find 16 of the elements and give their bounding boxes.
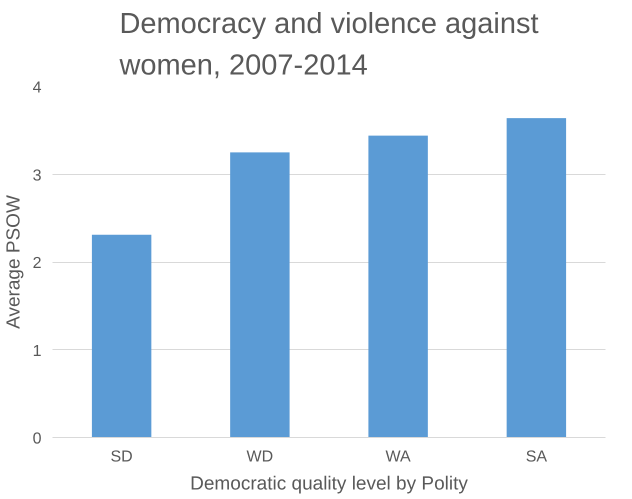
bar [230, 152, 290, 438]
bar [506, 118, 566, 438]
y-tick-label: 1 [32, 342, 42, 360]
y-axis-title: Average PSOW [4, 195, 25, 329]
y-tick-label: 2 [32, 255, 42, 272]
x-axis-title: Democratic quality level by Polity [190, 474, 468, 494]
x-tick-label: SA [526, 448, 548, 466]
y-tick-label: 0 [32, 430, 42, 448]
bar [92, 234, 152, 438]
chart-title: Democracy and violence against women, 2007-2014 [118, 8, 539, 82]
x-tick-label: SD [110, 448, 133, 466]
bar [368, 136, 428, 438]
x-tick-label: WA [386, 448, 412, 466]
y-tick-label: 3 [32, 167, 42, 184]
y-tick-label: 4 [32, 80, 42, 96]
x-tick-label: WD [246, 448, 274, 466]
